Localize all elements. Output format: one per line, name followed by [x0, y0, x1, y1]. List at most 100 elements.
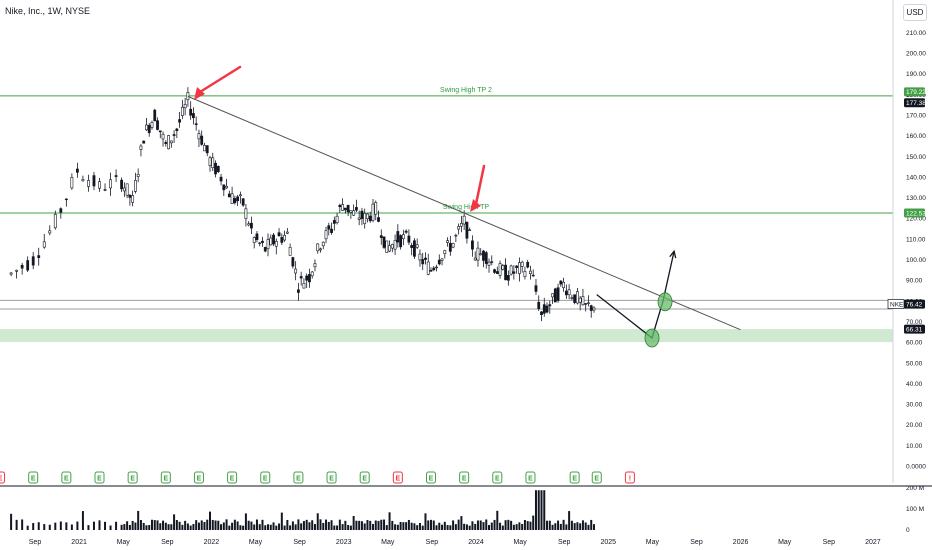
volume-bar — [291, 521, 294, 530]
volume-bar — [496, 510, 499, 530]
volume-bar — [507, 519, 510, 530]
time-axis-label: May — [513, 539, 527, 546]
candle-body — [20, 264, 24, 269]
candle-body — [484, 252, 488, 264]
event-marker: E — [160, 471, 171, 484]
event-marker: E — [591, 471, 602, 484]
event-marker-label: E — [130, 476, 135, 483]
candle-body — [404, 230, 408, 233]
candle-body — [203, 145, 206, 152]
volume-bar — [250, 521, 253, 530]
volume-bar — [247, 520, 250, 530]
candle-body — [493, 269, 496, 273]
volume-bar — [37, 522, 40, 530]
price-tag-box — [904, 98, 925, 108]
event-marker-label: E — [97, 476, 102, 483]
candle-body — [285, 231, 289, 234]
volume-bar — [562, 519, 565, 530]
candle-body — [570, 297, 574, 299]
event-marker: E — [392, 471, 403, 484]
volume-bar — [203, 522, 206, 530]
volume-bar — [352, 515, 355, 530]
candle-body — [501, 265, 505, 270]
candle-body — [313, 263, 317, 268]
event-marker: E — [227, 471, 238, 484]
candle-body — [76, 168, 79, 173]
price-axis-label: 110.00 — [906, 236, 926, 243]
candle-body — [219, 176, 223, 182]
event-marker-box — [127, 471, 138, 484]
candle-body — [134, 180, 137, 192]
volume-bar — [333, 525, 336, 530]
volume-bar — [432, 520, 435, 530]
event-marker-box — [525, 471, 536, 484]
candle-body — [587, 302, 590, 304]
price-axis-label: 40.00 — [906, 381, 923, 388]
price-axis-label: 170.00 — [906, 112, 926, 119]
chart-title: Nike, Inc., 1W, NYSE — [5, 6, 91, 16]
candle-body — [432, 267, 436, 271]
candle-body — [122, 187, 126, 192]
volume-bar — [148, 525, 151, 530]
candle-body — [388, 245, 391, 252]
volume-bar — [446, 525, 449, 530]
time-axis-label: 2027 — [865, 539, 881, 546]
volume-bar — [283, 525, 286, 530]
price-axis-label: 140.00 — [906, 174, 926, 181]
candle-body — [230, 193, 234, 205]
candle-body — [98, 181, 101, 189]
candle-body — [482, 250, 485, 261]
time-axis-label: May — [249, 539, 263, 546]
volume-bar — [421, 525, 424, 530]
volume-bar — [521, 524, 524, 530]
horizontal-line-label: Swing High TP — [443, 204, 490, 211]
candle-body — [310, 271, 314, 277]
volume-bar — [209, 511, 211, 530]
candle-body — [564, 290, 568, 296]
event-marker-box — [227, 471, 238, 484]
red-arrow-shaft — [474, 164, 486, 206]
event-marker-label: E — [362, 476, 367, 483]
volume-bar — [443, 521, 446, 530]
volume-bar — [529, 521, 532, 530]
volume-bar — [399, 521, 402, 530]
event-marker-box — [359, 471, 370, 484]
event-marker: E — [28, 471, 39, 484]
currency-button[interactable]: USD — [903, 4, 927, 21]
volume-bar — [338, 519, 341, 530]
candle-body — [529, 270, 532, 275]
volume-bar — [319, 519, 322, 530]
candle-body — [53, 214, 57, 229]
volume-bar — [468, 525, 471, 530]
volume-bar — [374, 520, 377, 530]
candle-body — [324, 230, 328, 240]
volume-bar — [592, 524, 595, 530]
volume-bar — [441, 524, 444, 530]
event-marker-label: E — [31, 476, 36, 483]
candle-body — [352, 210, 356, 216]
volume-bar — [131, 520, 134, 530]
candle-body — [186, 92, 190, 101]
time-axis-label: 2026 — [733, 539, 749, 546]
candle-body — [540, 311, 543, 315]
candle-body — [446, 240, 449, 243]
candle-body — [189, 108, 193, 116]
volume-bar — [184, 520, 187, 530]
time-axis-label: Sep — [29, 539, 42, 546]
volume-bar — [164, 522, 167, 530]
candle-body — [584, 303, 588, 305]
volume-bar — [557, 520, 560, 530]
volume-bar — [476, 520, 479, 530]
candle-body — [147, 125, 151, 133]
candle-body — [413, 240, 416, 257]
volume-bar — [322, 522, 325, 530]
candle-body — [576, 291, 579, 304]
price-tag-box — [904, 87, 925, 97]
candle-body — [26, 260, 30, 271]
candle-body — [379, 235, 383, 238]
price-axis-label: 200.00 — [906, 51, 926, 58]
volume-bar — [584, 522, 587, 530]
time-axis-label: Sep — [823, 539, 836, 546]
volume-bar — [358, 520, 361, 530]
